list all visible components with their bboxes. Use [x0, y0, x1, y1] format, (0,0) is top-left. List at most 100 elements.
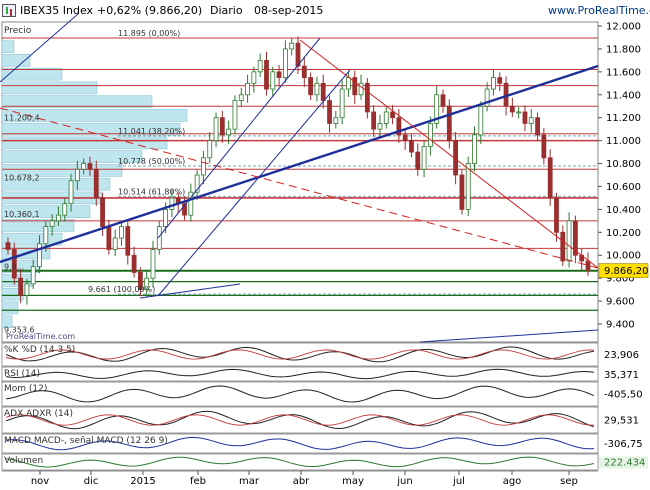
candle-body — [491, 77, 496, 90]
volume-profile-bar — [1, 219, 75, 232]
candle-body — [446, 105, 452, 142]
volume-profile-bar — [1, 315, 13, 329]
candle-body — [125, 226, 131, 256]
indicator-panel-frame — [1, 406, 599, 434]
candle-body — [478, 105, 484, 136]
candle-body — [18, 277, 24, 296]
volume-profile-label: 11.200,4 — [4, 114, 40, 123]
date-tick-label: dic — [84, 476, 99, 487]
candle-body — [566, 220, 572, 262]
indicator-value: 23,906 — [604, 350, 639, 361]
candle-body — [421, 145, 427, 170]
date-tick-label: 2015 — [130, 476, 155, 487]
period-label: Diario — [210, 4, 243, 17]
indicator-panel-frame — [1, 453, 599, 471]
candle-body — [68, 180, 74, 205]
price-tick-label: 10.200 — [606, 228, 641, 239]
price-tick-label: 11.400 — [606, 90, 641, 101]
candle-body — [194, 174, 200, 193]
candle-body — [352, 77, 358, 96]
candle-body — [81, 163, 87, 170]
indicator-name: RSI (14) — [4, 369, 40, 379]
chart-header: IBEX35 Index +0,62% (9.866,20) Diario 08… — [0, 0, 650, 22]
candle-body — [213, 117, 219, 142]
candle-body — [207, 140, 213, 159]
candle-body — [112, 237, 118, 250]
candle-body — [201, 157, 206, 176]
candle-body — [308, 77, 314, 96]
volume-profile-label: 10.678,2 — [4, 174, 40, 183]
chart-type-icon[interactable] — [2, 4, 16, 17]
candle-body — [371, 111, 377, 130]
candle-body — [74, 168, 80, 182]
volume-profile-bar — [1, 205, 91, 218]
volume-profile-bar — [1, 122, 181, 136]
candle-body — [327, 100, 332, 124]
candle-body — [358, 82, 364, 96]
indicator-value-bg — [599, 456, 648, 469]
fibonacci-level-label: 11.895 (0,00%) — [118, 29, 180, 38]
indicator-value-bg — [599, 388, 648, 401]
indicator-panel-frame — [1, 381, 599, 407]
candle-body — [409, 140, 414, 153]
candle-body — [276, 71, 282, 78]
candle-body — [30, 266, 36, 285]
date-tick-label: ago — [503, 476, 522, 487]
candle-body — [87, 163, 93, 170]
candle-body — [257, 59, 263, 73]
candle-body — [264, 59, 269, 90]
candle-body — [226, 128, 232, 136]
price-tick-label: 9.600 — [606, 297, 635, 308]
candle-body — [484, 88, 490, 107]
change-label: +0,62% (9.866,20) — [97, 4, 203, 17]
date-label: 08-sep-2015 — [254, 4, 324, 17]
candle-body — [390, 111, 395, 119]
candle-body — [339, 88, 345, 119]
candle-body — [528, 117, 534, 124]
candle-body — [560, 231, 566, 262]
candle-body — [100, 197, 105, 227]
candle-body — [427, 123, 433, 147]
date-tick-label: feb — [190, 476, 206, 487]
price-tick-label: 11.000 — [606, 136, 641, 147]
price-tick-label: 10.600 — [606, 182, 641, 193]
candle-body — [541, 134, 547, 159]
candle-body — [144, 277, 150, 291]
candle-body — [169, 197, 175, 210]
indicator-value-bg — [599, 438, 648, 450]
volume-profile-bar — [1, 109, 188, 122]
indicator-panel-frame — [1, 342, 599, 367]
candle-body — [219, 117, 225, 136]
candle-body — [131, 254, 137, 273]
fibonacci-level-label: 10.514 (61,80%) — [118, 187, 185, 196]
volume-profile-bar — [1, 136, 168, 150]
volume-profile-bar — [1, 67, 63, 81]
candle-body — [459, 174, 465, 210]
symbol-label: IBEX35 Index — [20, 4, 94, 17]
volume-profile-bar — [1, 95, 153, 108]
indicator-value-bg — [599, 414, 648, 427]
candle-body — [232, 100, 238, 130]
indicator-value: -405,50 — [604, 390, 643, 401]
indicator-value: 29,531 — [604, 416, 639, 427]
candle-body — [11, 249, 17, 279]
candle-body — [62, 203, 68, 216]
indicator-value: 222.434 — [604, 458, 645, 469]
date-tick-label: may — [342, 476, 364, 487]
trend-line-resistance — [299, 39, 599, 269]
candle-body — [43, 226, 49, 245]
candle-body — [440, 94, 446, 107]
indicator-line — [5, 368, 595, 380]
current-price-marker — [598, 263, 649, 278]
price-tick-label: 10.800 — [606, 159, 641, 170]
candle-body — [37, 243, 42, 268]
candle-body — [270, 71, 276, 90]
indicator-value-bg — [599, 349, 648, 361]
indicator-line — [5, 410, 595, 430]
fibonacci-level-label: 9.661 (100,00%) — [88, 285, 155, 294]
indicator-name: MACD MACD-, señal MACD (12 26 9) — [4, 436, 168, 446]
candle-body — [402, 134, 408, 142]
indicator-value: -306,75 — [604, 439, 643, 450]
